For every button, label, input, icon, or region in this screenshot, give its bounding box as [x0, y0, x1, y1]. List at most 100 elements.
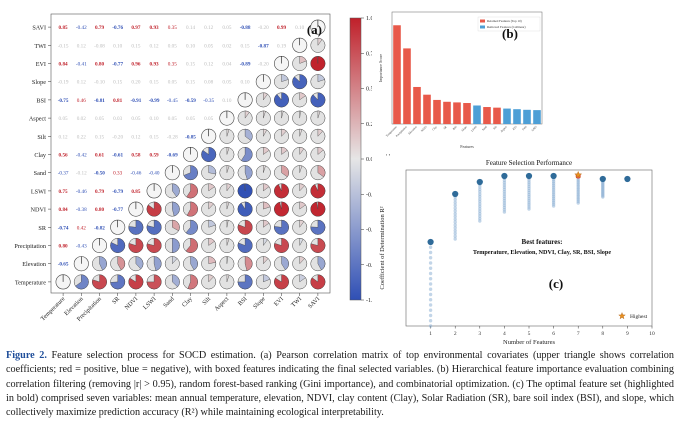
corr-pie-slice — [299, 165, 303, 173]
corr-pie-slice — [299, 128, 303, 137]
best-r2-point — [452, 190, 459, 198]
best-r2-point — [599, 175, 606, 183]
importance-bar-slope — [463, 103, 471, 124]
bar-category-label: NDVI — [421, 126, 428, 133]
corr-pie-slice — [172, 238, 180, 253]
combination-point — [428, 308, 433, 312]
corr-pie-slice — [317, 256, 326, 271]
bar-category-label: Clay — [432, 125, 438, 131]
corr-pie-slice — [310, 238, 326, 253]
corr-value: 0.05 — [186, 116, 195, 122]
row-label-lswi: LSWI — [31, 188, 46, 195]
corr-pie-slice — [172, 219, 180, 232]
corr-value: 0.05 — [95, 116, 104, 122]
bar-category-label: BSI — [453, 126, 458, 131]
row-label-evi: EVI — [36, 61, 46, 68]
combination-point — [428, 277, 433, 281]
combination-point — [453, 220, 457, 224]
corr-pie-slice — [310, 56, 326, 71]
corr-pie-slice — [172, 274, 180, 288]
corr-pie-slice — [226, 274, 230, 282]
corr-value: 0.08 — [204, 80, 213, 86]
corr-value: 0.20 — [131, 80, 140, 86]
row-label-clay: Clay — [34, 152, 47, 159]
corr-pie-slice — [183, 165, 198, 181]
corr-value: 0.80 — [59, 244, 68, 250]
corr-value: -0.15 — [58, 43, 69, 49]
corr-value: 0.15 — [150, 134, 159, 140]
corr-pie-slice — [226, 147, 230, 155]
corr-value: 0.12 — [150, 43, 159, 49]
colorbar-tick-label: 0.00 — [366, 157, 377, 163]
importance-bar-precipitation — [403, 48, 411, 124]
corr-value: 0.12 — [204, 25, 213, 31]
corr-value: -0.69 — [167, 153, 178, 159]
corr-pie-slice — [208, 201, 214, 210]
corr-pie-slice — [187, 274, 198, 290]
x-tick-label: 6 — [552, 331, 555, 337]
corr-value: -0.81 — [94, 98, 105, 104]
corr-value: -0.77 — [112, 207, 123, 213]
corr-pie-slice — [299, 92, 306, 101]
combination-point — [428, 266, 433, 270]
col-label-bsi: BSI — [237, 295, 249, 307]
col-label-savi: SAVI — [307, 295, 322, 310]
corr-value: 0.05 — [168, 43, 177, 49]
corr-pie-slice — [244, 110, 250, 119]
combination-point — [478, 204, 482, 209]
corr-value: -0.20 — [258, 62, 269, 68]
corr-value: 0.79 — [95, 25, 104, 31]
panel-c-label: (c) — [549, 276, 563, 291]
legend-retained: Retained Features (Top 10) — [487, 19, 522, 23]
corr-pie-slice — [299, 238, 304, 246]
importance-bar-silt — [493, 107, 501, 124]
corr-value: 0.93 — [150, 25, 159, 31]
best-r2-point — [624, 175, 631, 183]
combination-point — [478, 214, 482, 218]
corr-value: 0.80 — [95, 207, 104, 213]
corr-value: 0.80 — [95, 62, 104, 68]
corr-value: -0.28 — [167, 134, 178, 140]
combination-point — [428, 298, 433, 302]
corr-value: 0.15 — [95, 134, 104, 140]
corr-value: 0.05 — [204, 116, 213, 122]
bar-category-label: Elevation — [408, 125, 418, 135]
corr-pie-slice — [317, 37, 323, 46]
corr-value: 0.05 — [168, 80, 177, 86]
importance-bar-bsi — [453, 102, 461, 124]
bar-category-label: SR — [443, 125, 448, 130]
corr-pie-slice — [317, 110, 321, 119]
corr-value: -0.38 — [76, 207, 87, 213]
corr-pie-slice — [299, 147, 305, 156]
selection-performance-chart: Feature Selection Performance 1 2 3 4 5 6 7 8 9 10… — [379, 159, 655, 346]
corr-pie-slice — [237, 183, 253, 199]
correlation-matrix-chart: SAVITWIEVISlopeBSIAspectSiltClaySandLSWI… — [14, 13, 392, 323]
corr-pie-slice — [274, 201, 289, 217]
corr-pie-slice — [146, 274, 162, 290]
best-features-list: Temperature, Elevation, NDVI, Clay, SR, … — [473, 249, 611, 256]
corr-pie-slice — [172, 256, 178, 265]
colorbar-tick-label: 0.50 — [366, 87, 377, 93]
corr-value: 0.84 — [59, 207, 68, 213]
legend-star-icon — [618, 312, 626, 320]
combination-point — [428, 250, 433, 255]
combination-point — [428, 319, 433, 323]
row-label-slope: Slope — [32, 79, 46, 86]
corr-pie-slice — [110, 238, 126, 253]
x-tick-label: 5 — [528, 331, 531, 337]
corr-pie-slice — [208, 238, 215, 246]
corr-pie-slice — [299, 219, 305, 228]
corr-value: 0.15 — [131, 43, 140, 49]
bar-category-label: Sand — [482, 125, 489, 132]
corr-value: 0.56 — [59, 153, 68, 159]
legend-swatch-removed — [480, 25, 485, 29]
corr-pie-slice — [146, 201, 162, 217]
corr-pie-slice — [281, 110, 284, 119]
corr-value: 0.15 — [150, 80, 159, 86]
corr-value: 0.10 — [295, 25, 304, 31]
legend-swatch-retained — [480, 19, 485, 23]
corr-value: -0.35 — [203, 98, 214, 104]
corr-value: 0.15 — [241, 43, 250, 49]
corr-value: 0.05 — [168, 116, 177, 122]
corr-value: -0.19 — [58, 80, 69, 86]
